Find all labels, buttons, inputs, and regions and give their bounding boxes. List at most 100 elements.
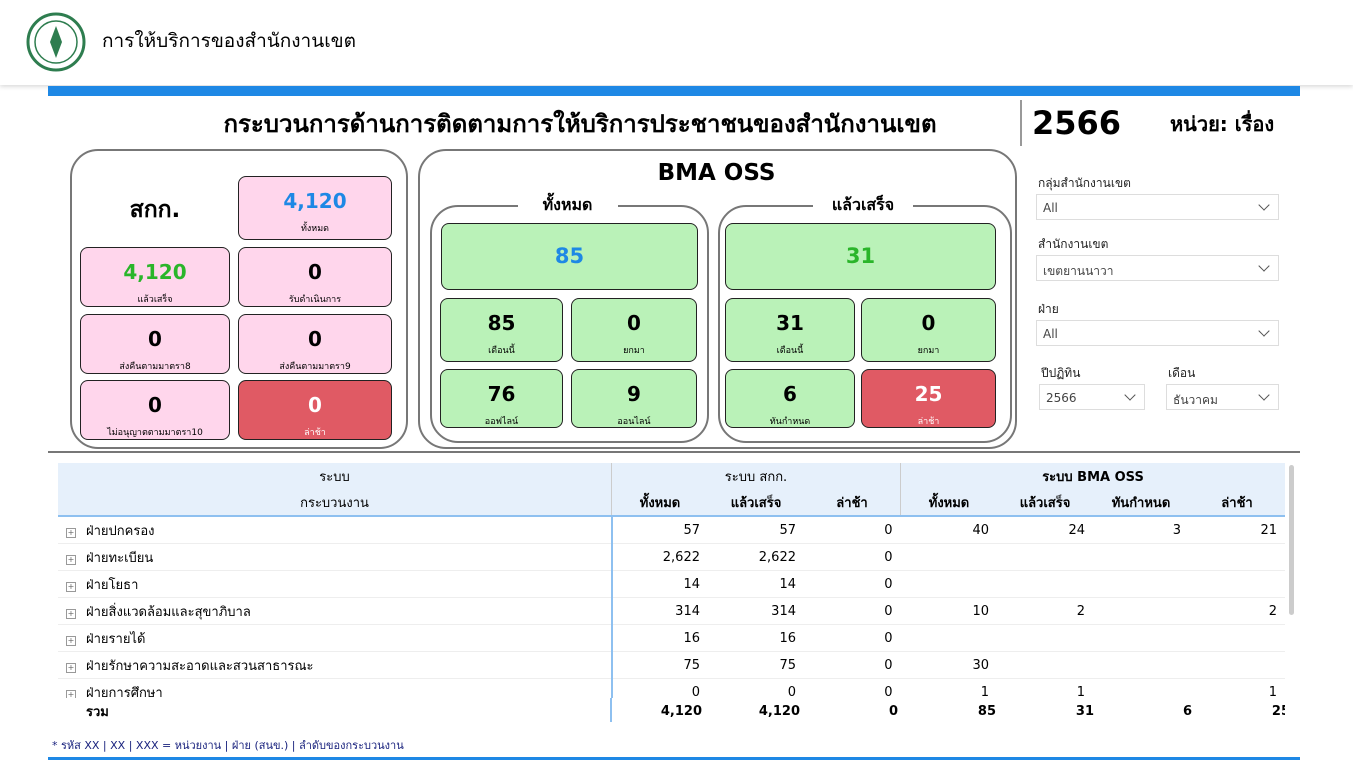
column-header: กระบวนงาน	[58, 489, 612, 516]
group-header: ระบบ	[58, 463, 612, 489]
stat-label: ออนไลน์	[617, 417, 651, 427]
bma-title: BMA OSS	[657, 160, 776, 186]
table-cell: 6	[1182, 703, 1192, 719]
table-cell: 1	[980, 684, 989, 700]
header-row: ระบบ ระบบ สกก. ระบบ BMA OSS	[58, 463, 1285, 489]
year: 2566	[1032, 104, 1122, 142]
table-cell: 0	[884, 522, 893, 538]
table-cell	[901, 625, 998, 652]
stat-value: 25	[914, 382, 943, 406]
table-cell: + ฝ่ายรักษาความสะอาดและสวนสาธารณะ	[66, 658, 314, 674]
table-cell: 24	[1068, 522, 1085, 538]
divider	[1020, 100, 1022, 146]
table-wrap: ระบบ ระบบ สกก. ระบบ BMA OSS กระบวนงาน ทั้งหม…	[58, 463, 1285, 722]
header-row: กระบวนงาน ทั้งหมด แล้วเสร็จ ล่าช้า ทั้งหมด แล…	[58, 489, 1285, 516]
table-cell: 1	[1268, 684, 1277, 700]
table-cell: 0	[884, 603, 893, 619]
stat-label: เดือนนี้	[488, 346, 515, 356]
table-cell: 0	[884, 684, 893, 700]
total-row: รวม 4,120 4,120 0 85 31 6 25	[58, 698, 1285, 722]
stat-value: 6	[783, 382, 797, 406]
stat-card: 0 รับดำเนินการ	[238, 247, 392, 307]
stat-value: 85	[487, 311, 516, 335]
group-title: ทั้งหมด	[517, 193, 618, 218]
stat-value: 4,120	[283, 189, 347, 213]
stat-value: 0	[308, 393, 322, 417]
table-cell: 25	[1271, 703, 1285, 719]
unit: หน่วย: เรื่อง	[1170, 112, 1275, 136]
expand-icon[interactable]: +	[66, 554, 76, 565]
table-cell	[1189, 652, 1285, 679]
stat-label: เดือนนี้	[776, 346, 804, 356]
footnote: * รหัส XX | XX | XXX = หน่วยงาน | ฝ่าย (…	[52, 739, 404, 752]
stat-card: 0 ส่งคืนตามมาตรา8	[80, 314, 230, 374]
stat-value: 76	[487, 382, 516, 406]
table-cell: + ฝ่ายปกครอง	[66, 523, 155, 539]
group-header: ระบบ สกก.	[611, 463, 901, 489]
stat-value: 31	[776, 311, 804, 335]
stat-card: 4,120 แล้วเสร็จ	[80, 247, 230, 307]
dropdown[interactable]: เขตยานนาวา	[1036, 255, 1279, 281]
scrollbar[interactable]	[1289, 465, 1294, 615]
divider	[48, 451, 1300, 453]
stat-card: 25 ล่าช้า	[861, 369, 996, 428]
expand-icon[interactable]: +	[66, 527, 76, 538]
dropdown[interactable]: ธันวาคม	[1166, 384, 1279, 410]
stat-value: 4,120	[123, 260, 187, 284]
expand-icon[interactable]: +	[66, 635, 76, 646]
stat-label: ออฟไลน์	[484, 417, 519, 427]
table-cell: + ฝ่ายทะเบียน	[66, 550, 154, 566]
stat-card: 31	[725, 223, 996, 290]
stat-card: 6 ทันกำหนด	[725, 369, 855, 428]
table-row: + ฝ่ายทะเบียน 2,622 2,622 0	[58, 543, 1285, 571]
stat-card: 0 ล่าช้า	[238, 380, 392, 440]
stat-label: ยกมา	[623, 346, 645, 356]
dropdown[interactable]: 2566	[1039, 384, 1145, 410]
table-cell: 3	[1172, 522, 1181, 538]
table-cell	[1093, 625, 1189, 652]
stat-label: ทันกำหนด	[769, 417, 811, 427]
table-cell	[997, 652, 1093, 679]
table-cell	[1189, 571, 1285, 598]
dropdown[interactable]: All	[1036, 320, 1279, 346]
table-cell: 314	[610, 597, 708, 625]
column-header: แล้วเสร็จ	[708, 489, 804, 516]
table-cell: 75	[610, 651, 708, 679]
table-row: + ฝ่ายรายได้ 16 16 0	[58, 624, 1285, 652]
table-cell: 0	[884, 657, 893, 673]
table-cell: 30	[972, 657, 989, 673]
expand-icon[interactable]: +	[66, 608, 76, 619]
table-cell: 0	[884, 549, 893, 565]
table-row: + ฝ่ายสิ่งแวดล้อมและสุขาภิบาล 314 314 0 10 2 2	[58, 597, 1285, 625]
dropdown[interactable]: All	[1036, 194, 1279, 220]
filter-label: ปีปฏิทิน	[1041, 366, 1081, 380]
stat-card: 4,120 ทั้งหมด	[238, 176, 392, 240]
stat-card: 76 ออฟไลน์	[440, 369, 563, 428]
table-cell	[1093, 652, 1189, 679]
stat-label: ล่าช้า	[304, 428, 326, 438]
stat-card: 0 ยกมา	[861, 298, 996, 362]
table-cell: 14	[610, 570, 708, 598]
accent-bar	[48, 757, 1300, 760]
stat-card: 31 เดือนนี้	[725, 298, 855, 362]
sakk-label: สกก.	[129, 197, 181, 223]
stat-card: 85	[441, 223, 698, 290]
table-cell: 2	[1268, 603, 1277, 619]
filter-label: ฝ่าย	[1038, 302, 1059, 316]
column-header: ทั้งหมด	[900, 489, 997, 516]
filter-label: เดือน	[1168, 366, 1196, 380]
table-cell	[901, 571, 998, 598]
stat-card: 0 ส่งคืนตามมาตรา9	[238, 314, 392, 374]
table-cell: 0	[884, 576, 893, 592]
table-cell: 0	[787, 684, 796, 700]
stat-card: 85 เดือนนี้	[440, 298, 563, 362]
filter-label: กลุ่มสำนักงานเขต	[1038, 176, 1131, 190]
expand-icon[interactable]: +	[66, 662, 76, 673]
stat-label: ยกมา	[917, 346, 940, 356]
table-cell: 2,622	[610, 543, 708, 571]
table-cell: 16	[610, 624, 708, 652]
top-bar: การให้บริการของสำนักงานเขต	[0, 0, 1353, 85]
expand-icon[interactable]: +	[66, 581, 76, 592]
table-cell: รวม	[86, 704, 109, 720]
